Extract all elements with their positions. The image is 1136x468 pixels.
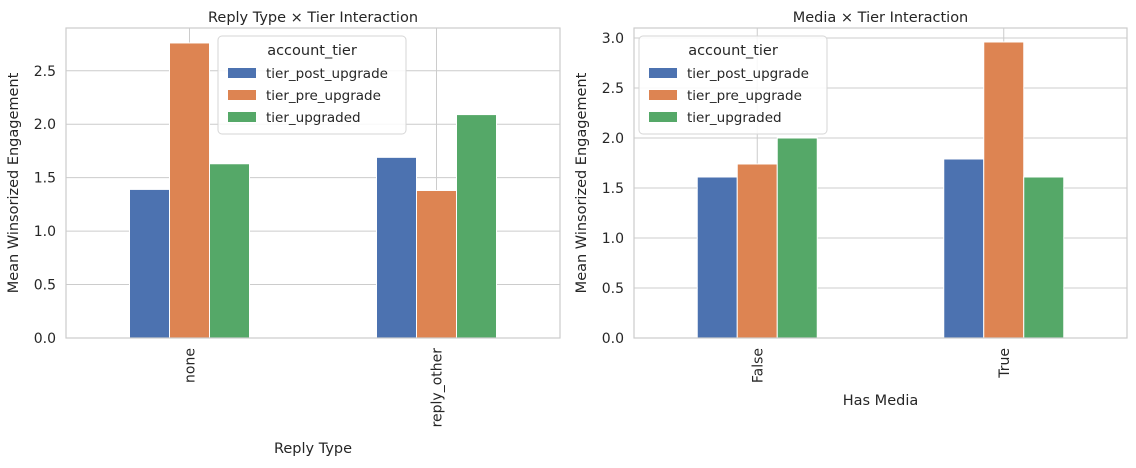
x-tick-label: none — [183, 348, 199, 383]
y-axis-label: Mean Winsorized Engagement — [574, 72, 590, 293]
legend-title: account_tier — [267, 43, 357, 59]
bar-tier_upgraded-reply_other — [456, 114, 497, 339]
x-tick-label: False — [750, 348, 766, 383]
legend-label: tier_post_upgrade — [687, 66, 809, 82]
bar-tier_pre_upgrade-reply_other — [416, 189, 457, 339]
bar-tier_upgraded-True — [1023, 176, 1065, 339]
bar-tier_pre_upgrade-False — [736, 163, 778, 339]
bar-tier_upgraded-none — [209, 163, 250, 339]
y-tick-label: 0.5 — [34, 278, 56, 294]
y-tick-label: 1.0 — [34, 224, 56, 240]
bar-tier_pre_upgrade-none — [169, 42, 210, 339]
legend-label: tier_pre_upgrade — [266, 88, 381, 104]
chart-panel-2: 0.0 0.5 1.0 1.5 2.0 2.5 3.0 False True Media × Ti… — [574, 10, 1128, 409]
legend-box — [638, 35, 828, 135]
legend-label: tier_upgraded — [687, 110, 782, 126]
chart-panel-1: 0.0 0.5 1.0 1.5 2.0 2.5 none reply_other Reply T… — [6, 10, 561, 457]
y-tick-label: 1.5 — [34, 171, 56, 187]
bar-tier_post_upgrade-True — [943, 158, 985, 339]
legend-swatch-tier_upgraded — [649, 112, 677, 122]
axes-frame — [65, 27, 561, 339]
x-axis-label: Reply Type — [274, 441, 352, 457]
y-tick-label: 2.0 — [34, 117, 56, 133]
legend-swatch-tier_pre_upgrade — [649, 90, 677, 100]
x-tick-label: True — [997, 348, 1013, 379]
bar-tier_post_upgrade-False — [696, 176, 738, 339]
y-axis-label: Mean Winsorized Engagement — [6, 72, 22, 293]
legend-swatch-tier_pre_upgrade — [228, 90, 256, 100]
y-tick-label: 2.5 — [34, 64, 56, 80]
chart-title: Media × Tier Interaction — [793, 10, 969, 26]
y-tick-label: 1.0 — [602, 231, 624, 247]
chart-title: Reply Type × Tier Interaction — [208, 10, 418, 26]
x-axis-label: Has Media — [843, 393, 919, 409]
x-tick-label: reply_other — [430, 348, 446, 428]
axes-frame — [633, 27, 1128, 339]
legend-title: account_tier — [688, 43, 778, 59]
y-tick-label: 2.0 — [602, 131, 624, 147]
y-tick-label: 0.0 — [602, 331, 624, 347]
legend-swatch-tier_upgraded — [228, 112, 256, 122]
legend-box — [217, 35, 407, 135]
bar-tier_post_upgrade-none — [129, 188, 170, 339]
y-tick-label: 2.5 — [602, 81, 624, 97]
y-tick-label: 0.0 — [34, 331, 56, 347]
bar-tier_post_upgrade-reply_other — [376, 156, 417, 339]
bar-tier_upgraded-False — [776, 137, 818, 339]
y-tick-label: 1.5 — [602, 181, 624, 197]
y-tick-label: 0.5 — [602, 281, 624, 297]
legend-label: tier_upgraded — [266, 110, 361, 126]
legend: account_tier tier_post_upgrade tier_pre_up… — [217, 35, 407, 135]
legend-label: tier_pre_upgrade — [687, 88, 802, 104]
legend-label: tier_post_upgrade — [266, 66, 388, 82]
legend-swatch-tier_post_upgrade — [649, 68, 677, 78]
legend-swatch-tier_post_upgrade — [228, 68, 256, 78]
y-tick-label: 3.0 — [602, 31, 624, 47]
bar-tier_pre_upgrade-True — [983, 41, 1025, 339]
legend: account_tier tier_post_upgrade tier_pre_up… — [638, 35, 828, 135]
